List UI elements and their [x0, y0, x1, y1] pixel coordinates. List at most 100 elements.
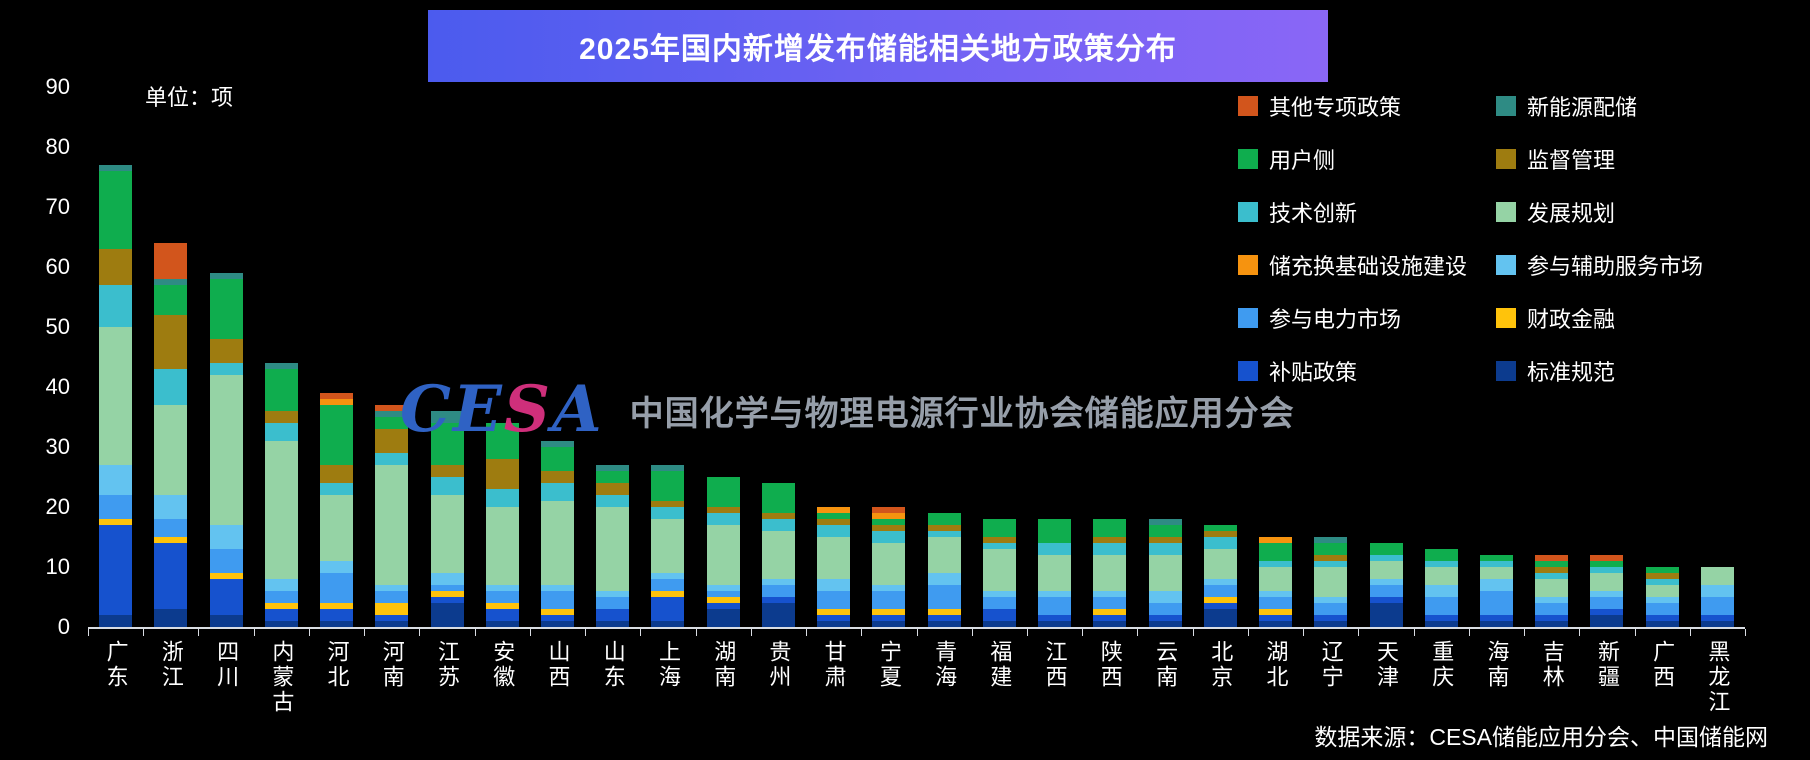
bar-segment	[1148, 555, 1182, 591]
bar-segment	[1203, 525, 1237, 531]
bar-segment	[872, 513, 906, 519]
bar-segment	[651, 579, 685, 591]
bar-segment	[1203, 579, 1237, 585]
bar-segment	[651, 573, 685, 579]
bar-segment	[540, 609, 574, 615]
x-label-slot: 宁夏	[861, 640, 916, 715]
bar-segment	[1314, 615, 1348, 621]
x-tick-mark	[640, 629, 642, 636]
x-tick-label: 海南	[1484, 640, 1510, 690]
bar-segment	[706, 603, 740, 609]
x-tick-label: 福建	[987, 640, 1013, 690]
bar-segment	[375, 429, 409, 453]
bar-segment	[154, 279, 188, 285]
bar-13	[751, 87, 806, 627]
bar-10	[585, 87, 640, 627]
x-label-slot: 重庆	[1414, 640, 1469, 715]
bar-segment	[872, 543, 906, 585]
x-tick-label: 湖南	[711, 640, 737, 690]
bar-segment	[817, 525, 851, 537]
bar-segment	[1314, 621, 1348, 627]
bar-segment	[1314, 543, 1348, 555]
y-tick-label: 80	[45, 134, 70, 159]
bar-segment	[1700, 567, 1734, 585]
bar-segment	[540, 621, 574, 627]
x-tick-mark	[1192, 629, 1194, 636]
bar-8	[475, 87, 530, 627]
bar-segment	[154, 519, 188, 537]
x-tick-label: 重庆	[1429, 640, 1455, 690]
bar-segment	[375, 405, 409, 411]
x-label-slot: 北京	[1193, 640, 1248, 715]
x-label-slot: 河北	[309, 640, 364, 715]
legend-item: 标准规范	[1496, 355, 1754, 387]
bar-segment	[485, 459, 519, 489]
x-label-slot: 云南	[1137, 640, 1192, 715]
bar-segment	[1093, 609, 1127, 615]
bar-segment	[540, 615, 574, 621]
legend-label: 参与辅助服务市场	[1527, 254, 1704, 279]
bar-segment	[430, 477, 464, 495]
bar-segment	[209, 615, 243, 627]
bar-segment	[817, 537, 851, 579]
bar-segment	[1700, 621, 1734, 627]
bar-segment	[817, 507, 851, 513]
x-tick-label: 贵州	[766, 640, 792, 690]
x-tick-mark	[1689, 629, 1691, 636]
bar-23	[1303, 87, 1358, 627]
x-tick-mark	[971, 629, 973, 636]
x-tick-mark	[1137, 629, 1139, 636]
bar-segment	[1259, 621, 1293, 627]
y-tick-label: 90	[45, 74, 70, 99]
bar-segment	[430, 597, 464, 603]
bar-segment	[1259, 609, 1293, 615]
x-tick-label: 浙江	[158, 640, 184, 690]
bar-segment	[320, 621, 354, 627]
bar-segment	[375, 603, 409, 615]
bar-segment	[651, 471, 685, 501]
bar-segment	[1535, 621, 1569, 627]
bar-segment	[154, 537, 188, 543]
bar-segment	[596, 495, 630, 507]
x-tick-label: 辽宁	[1318, 640, 1344, 690]
bar-segment	[99, 495, 133, 519]
bar-segment	[1590, 573, 1624, 591]
bar-segment	[872, 615, 906, 621]
bar-segment	[1424, 567, 1458, 585]
bar-segment	[1148, 543, 1182, 555]
bar-segment	[264, 579, 298, 591]
bar-segment	[375, 615, 409, 621]
bar-segment	[1148, 615, 1182, 621]
bar-segment	[1424, 549, 1458, 561]
y-tick-label: 10	[45, 554, 70, 579]
bar-segment	[1038, 621, 1072, 627]
x-tick-label: 安徽	[490, 640, 516, 690]
x-label-slot: 新疆	[1579, 640, 1634, 715]
y-tick-label: 40	[45, 374, 70, 399]
bar-segment	[872, 507, 906, 513]
bar-26	[1469, 87, 1524, 627]
bar-segment	[209, 279, 243, 339]
bar-7	[419, 87, 474, 627]
y-tick-label: 50	[45, 314, 70, 339]
bar-segment	[927, 537, 961, 573]
bar-segment	[209, 579, 243, 615]
bar-segment	[1590, 561, 1624, 567]
x-tick-mark	[695, 629, 697, 636]
bar-segment	[927, 525, 961, 531]
bar-segment	[154, 243, 188, 279]
bar-segment	[1093, 537, 1127, 543]
bar-segment	[209, 363, 243, 375]
bar-segment	[1369, 555, 1403, 561]
bar-segment	[264, 441, 298, 579]
bar-segment	[1314, 561, 1348, 567]
legend-item: 监督管理	[1496, 143, 1754, 175]
x-tick-mark	[143, 629, 145, 636]
bar-segment	[99, 615, 133, 627]
bar-segment	[1645, 573, 1679, 579]
bar-segment	[209, 273, 243, 279]
legend-swatch	[1238, 202, 1258, 222]
bar-segment	[485, 609, 519, 621]
bar-30	[1690, 87, 1745, 627]
x-tick-mark	[419, 629, 421, 636]
